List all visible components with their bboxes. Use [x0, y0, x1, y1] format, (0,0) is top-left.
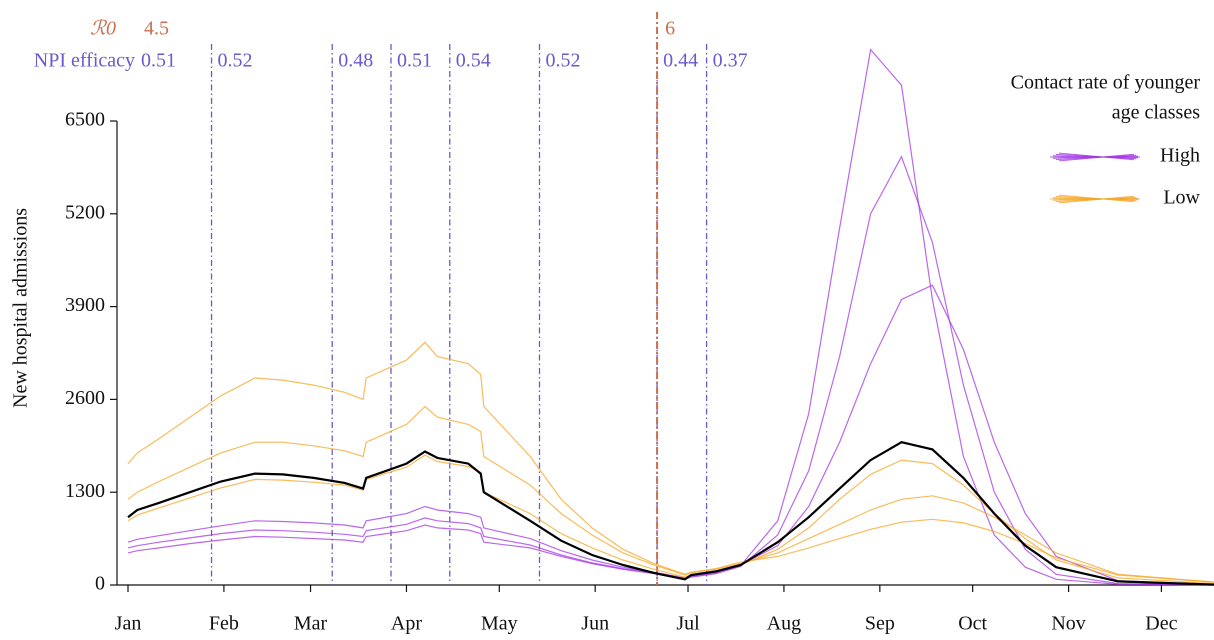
x-tick-label: Jun: [581, 613, 609, 635]
plot-area: [127, 48, 1214, 586]
x-tick-label: Jul: [676, 613, 700, 635]
trajectory-line: [127, 454, 1214, 585]
npi-value-label: 0.52: [546, 50, 581, 72]
r0-value-label: 6: [665, 18, 675, 40]
trajectory-line: [127, 405, 1214, 583]
y-tick-label: 5200: [65, 201, 105, 223]
npi-value-label: 0.48: [338, 50, 373, 72]
x-tick-label: Sep: [865, 613, 895, 635]
x-tick-label: May: [481, 613, 518, 635]
trajectory-line: [127, 341, 1214, 583]
legend-title: Contact rate of younger: [1011, 72, 1201, 94]
x-tick-label: Nov: [1051, 613, 1085, 635]
legend-title: age classes: [1112, 102, 1201, 124]
y-tick-label: 2600: [65, 387, 105, 409]
x-tick-label: Feb: [209, 613, 239, 635]
npi-value-label: 0.51: [141, 50, 176, 72]
npi-value-label: 0.51: [397, 50, 432, 72]
x-tick-label: Dec: [1145, 613, 1177, 635]
x-tick-label: Oct: [958, 613, 987, 635]
trajectory-line: [127, 155, 1214, 586]
x-tick-label: Mar: [294, 613, 328, 635]
y-tick-label: 0: [95, 573, 105, 595]
npi-value-label: 0.44: [663, 50, 698, 72]
y-tick-label: 3900: [65, 294, 105, 316]
trajectory-line: [127, 48, 1214, 586]
legend-swatch: [1058, 153, 1135, 162]
legend-label: Low: [1163, 187, 1200, 209]
npi-value-label: 0.54: [456, 50, 491, 72]
r0-label: ℛ0: [90, 18, 116, 40]
y-tick-label: 1300: [65, 480, 105, 502]
x-tick-label: Apr: [391, 613, 422, 635]
x-tick-label: Aug: [767, 613, 801, 635]
legend-label: High: [1160, 145, 1200, 167]
npi-label: NPI efficacy: [34, 50, 135, 72]
npi-value-label: 0.37: [713, 50, 748, 72]
median-line: [127, 441, 1214, 586]
trajectory-line: [127, 284, 1214, 586]
npi-value-label: 0.52: [218, 50, 253, 72]
x-tick-label: Jan: [115, 613, 142, 635]
legend-swatch: [1058, 195, 1135, 204]
y-tick-label: 6500: [65, 109, 105, 131]
y-axis-label: New hospital admissions: [10, 208, 32, 408]
r0-value-label: 4.5: [144, 18, 169, 40]
